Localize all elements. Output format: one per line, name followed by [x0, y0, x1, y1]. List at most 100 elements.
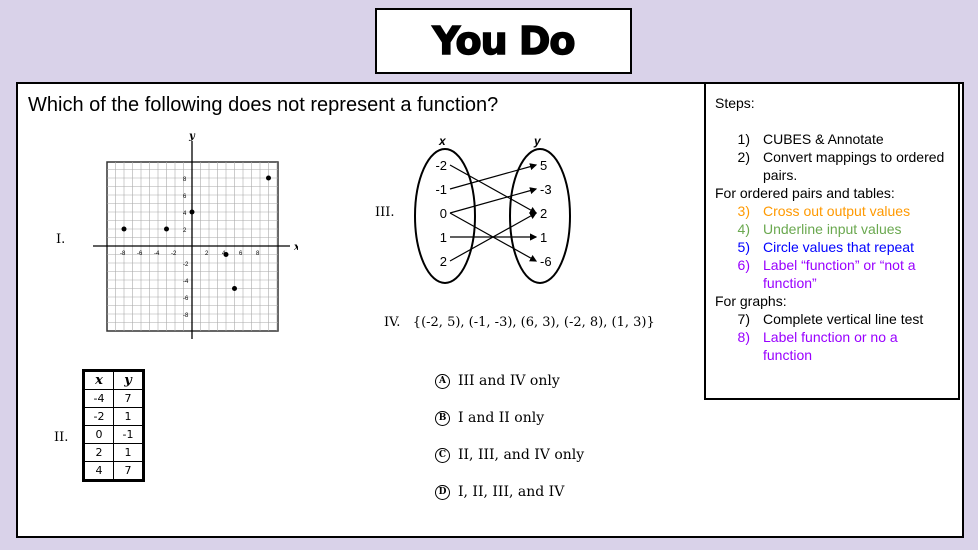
data-point [121, 226, 127, 232]
range-label: y [533, 134, 542, 148]
x-tick-label: -6 [137, 251, 143, 257]
table-cell: 2 [83, 443, 114, 462]
answer-choice-a[interactable]: A III and IV only [435, 373, 560, 389]
mapping-arrow [449, 163, 538, 190]
main-panel: Which of the following does not represen… [16, 82, 964, 538]
mapping-III: x y -2 -1 0 1 2 5 -3 2 1 -6 [414, 134, 571, 284]
domain-oval [414, 148, 476, 284]
data-point [223, 252, 229, 257]
steps-heading: Steps: [715, 95, 755, 111]
domain-label: x [438, 134, 447, 148]
step-text: Cross out output values [763, 203, 911, 219]
y-tick-label: 4 [183, 211, 187, 217]
step-item: 1) CUBES & Annotate [715, 130, 958, 148]
domain-value: 1 [440, 230, 447, 245]
y-tick-label: -8 [183, 313, 189, 319]
choice-letter-icon: B [435, 410, 450, 426]
step-item: 8) Label function or no a function [715, 328, 958, 364]
choice-text: II, III, and IV only [458, 447, 585, 463]
range-oval [509, 148, 571, 284]
choice-text: I, II, III, and IV [458, 484, 565, 500]
choice-letter-icon: D [435, 484, 450, 500]
data-point [266, 175, 271, 181]
graph-label: I. [56, 232, 66, 247]
mapping-arrow [449, 164, 538, 214]
answer-choice-c[interactable]: C II, III, and IV only [435, 447, 584, 463]
step-number: 2) [737, 149, 750, 165]
steps-panel: Steps: 1) CUBES & Annotate 2) Convert mappi… [704, 82, 960, 400]
step-item: 7) Complete vertical line test [715, 310, 958, 328]
y-tick-label: -2 [183, 262, 189, 268]
x-tick-label: 8 [256, 251, 260, 257]
x-tick-label: -8 [120, 251, 126, 257]
domain-value: -1 [435, 182, 447, 197]
step-number: 3) [737, 203, 750, 219]
domain-value: -2 [435, 158, 447, 173]
y-tick-label: 6 [183, 194, 187, 200]
table-cell: 1 [113, 443, 144, 462]
step-text: CUBES & Annotate [763, 131, 884, 147]
set-text: {(-2, 5), (-1, -3), (6, 3), (-2, 8), (1,… [412, 315, 655, 330]
x-tick-label: 6 [239, 251, 243, 257]
x-tick-label: -2 [171, 251, 177, 257]
table-cell: -1 [113, 425, 144, 444]
step-number: 7) [737, 311, 750, 327]
answer-choice-b[interactable]: B I and II only [435, 410, 544, 426]
y-axis-label: y [188, 131, 196, 142]
step-item: 2) Convert mappings to ordered pairs. [715, 148, 958, 184]
table-cell: 4 [83, 461, 114, 481]
step-text: Underline input values [763, 221, 902, 237]
range-value: 1 [540, 230, 547, 245]
choice-text: III and IV only [458, 373, 560, 389]
x-tick-label: -4 [154, 251, 160, 257]
table-row: 0 -1 [83, 425, 144, 444]
steps-section-heading: For graphs: [715, 293, 787, 309]
step-number: 1) [737, 131, 750, 147]
step-text: Label “function” or “not a function” [763, 257, 916, 291]
y-tick-label: 2 [183, 228, 187, 234]
step-item: 3) Cross out output values [715, 202, 958, 220]
table-cell: -4 [83, 389, 114, 408]
set-label: IV. [384, 315, 401, 330]
step-number: 5) [737, 239, 750, 255]
table-cell: 7 [113, 389, 144, 408]
step-item: 6) Label “function” or “not a function” [715, 256, 958, 292]
range-value: -6 [540, 254, 552, 269]
title-box: You Do [375, 8, 632, 74]
x-tick-label: 2 [205, 251, 209, 257]
range-value: 5 [540, 158, 547, 173]
choice-text: I and II only [458, 410, 545, 426]
choice-letter-icon: C [435, 447, 450, 463]
steps-list: 1) CUBES & Annotate 2) Convert mappings to … [715, 130, 958, 364]
table-cell: 1 [113, 407, 144, 426]
graph-I: xy-8-6-4-224688642-2-4-6-8 [93, 131, 298, 339]
table-cell: -2 [83, 407, 114, 426]
y-tick-label: -6 [183, 296, 189, 302]
table-header: y [113, 370, 144, 390]
step-text: Convert mappings to ordered pairs. [763, 149, 945, 183]
step-text: Label function or no a function [763, 329, 898, 363]
domain-value: 2 [440, 254, 447, 269]
table-II: x y -4 7 -2 1 0 -1 2 1 4 7 [82, 369, 145, 482]
table-header: x [83, 370, 114, 390]
y-tick-label: 8 [183, 177, 187, 183]
step-item: 4) Underline input values [715, 220, 958, 238]
data-point [189, 209, 195, 215]
set-IV: IV. {(-2, 5), (-1, -3), (6, 3), (-2, 8),… [384, 315, 655, 330]
table-row: -2 1 [83, 407, 144, 426]
choice-letter-icon: A [435, 373, 450, 389]
table-cell: 7 [113, 461, 144, 481]
data-point [164, 226, 169, 232]
answer-choice-d[interactable]: D I, II, III, and IV [435, 484, 564, 500]
table-cell: 0 [83, 425, 114, 444]
domain-value: 0 [440, 206, 447, 221]
steps-section-heading: For ordered pairs and tables: [715, 185, 895, 201]
step-number: 6) [737, 257, 750, 273]
y-tick-label: -4 [183, 279, 189, 285]
slide-title: You Do [432, 18, 577, 64]
step-number: 8) [737, 329, 750, 345]
step-item: 5) Circle values that repeat [715, 238, 958, 256]
